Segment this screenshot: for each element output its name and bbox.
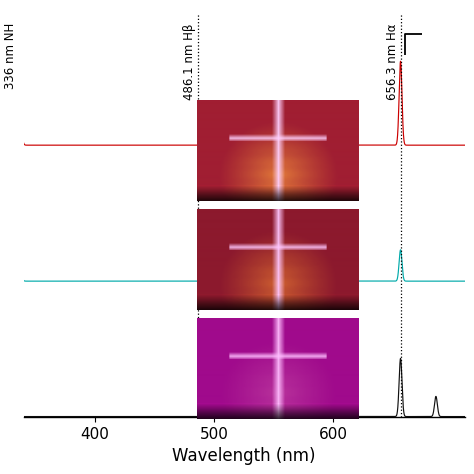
Text: 336 nm NH: 336 nm NH [4, 23, 17, 90]
Text: 486.1 nm Hβ: 486.1 nm Hβ [183, 23, 196, 100]
X-axis label: Wavelength (nm): Wavelength (nm) [173, 447, 316, 465]
Text: 656.3 nm Hα: 656.3 nm Hα [386, 23, 399, 100]
